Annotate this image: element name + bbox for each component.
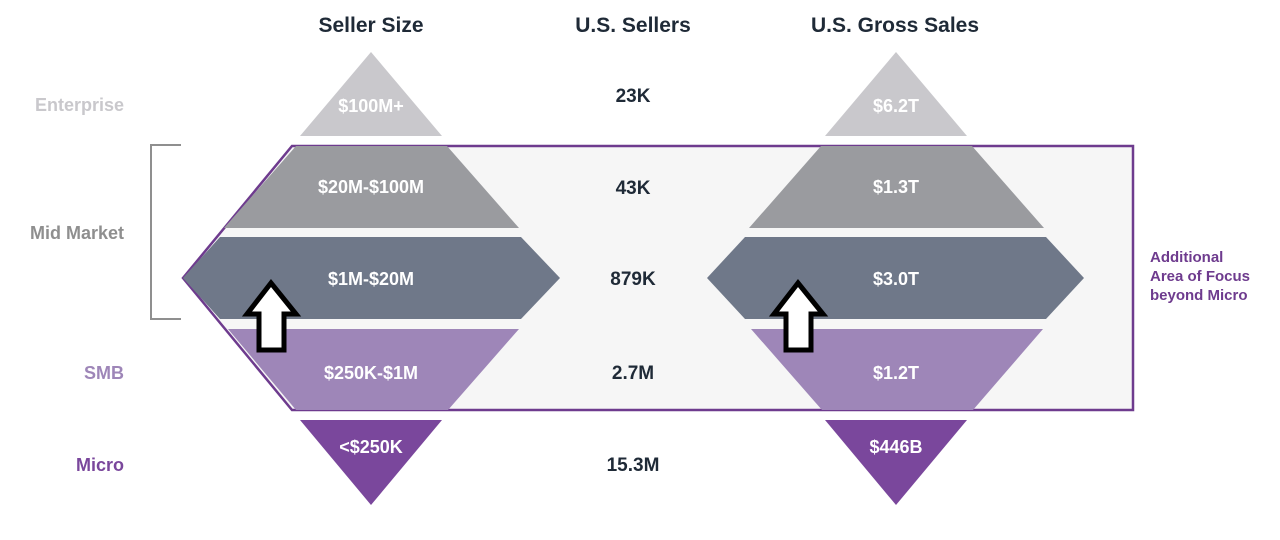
seller-size-mid-upper-label: $20M-$100M: [317, 177, 425, 197]
gross-sales-micro-triangle: [825, 420, 967, 505]
focus-area-note: Additional Area of Focus beyond Micro: [1150, 248, 1250, 305]
gross-sales-mid-lower-label: $3.0T: [872, 269, 920, 289]
seller-size-smb-label: $250K-$1M: [323, 363, 419, 383]
row-label-micro: Micro: [75, 455, 124, 475]
focus-note-line-2: Area of Focus: [1150, 268, 1251, 285]
seller-size-mid-lower-label: $1M-$20M: [327, 269, 415, 289]
gross-sales-enterprise-label: $6.2T: [872, 96, 920, 116]
row-label-smb: SMB: [84, 363, 124, 383]
gross-sales-smb-label: $1.2T: [872, 363, 920, 383]
row-label-enterprise: Enterprise: [34, 95, 124, 115]
gross-sales-enterprise-triangle: [825, 52, 967, 136]
header-us-gross-sales: U.S. Gross Sales: [810, 14, 980, 37]
focus-note-line-1: Additional: [1150, 249, 1224, 266]
mid-market-bracket: [150, 144, 181, 320]
seller-size-smb-trapezoid: [228, 329, 519, 410]
us-sellers-mid-lower: 879K: [610, 269, 656, 290]
us-sellers-mid-upper: 43K: [615, 178, 651, 199]
seller-size-enterprise-triangle: [300, 52, 442, 136]
gross-sales-mid-upper-triangle: [749, 146, 1044, 228]
seller-size-mid-upper-triangle: [224, 146, 519, 228]
gross-sales-smb-trapezoid: [751, 329, 1043, 410]
up-arrow-icon: [768, 278, 829, 353]
row-label-mid-market: Mid Market: [29, 223, 124, 243]
up-arrow-icon: [241, 278, 302, 353]
seller-size-enterprise-label: $100M+: [338, 96, 404, 116]
gross-sales-micro-label: $446B: [869, 437, 923, 457]
us-sellers-smb: 2.7M: [611, 363, 655, 384]
gross-sales-mid-upper-label: $1.3T: [872, 177, 920, 197]
seller-size-micro-triangle: [300, 420, 442, 505]
seller-size-micro-label: <$250K: [339, 437, 403, 457]
focus-note-line-3: beyond Micro: [1150, 287, 1248, 304]
header-seller-size: Seller Size: [318, 14, 424, 37]
us-sellers-micro: 15.3M: [606, 455, 660, 476]
header-us-sellers: U.S. Sellers: [575, 14, 691, 37]
us-sellers-enterprise: 23K: [615, 86, 651, 107]
